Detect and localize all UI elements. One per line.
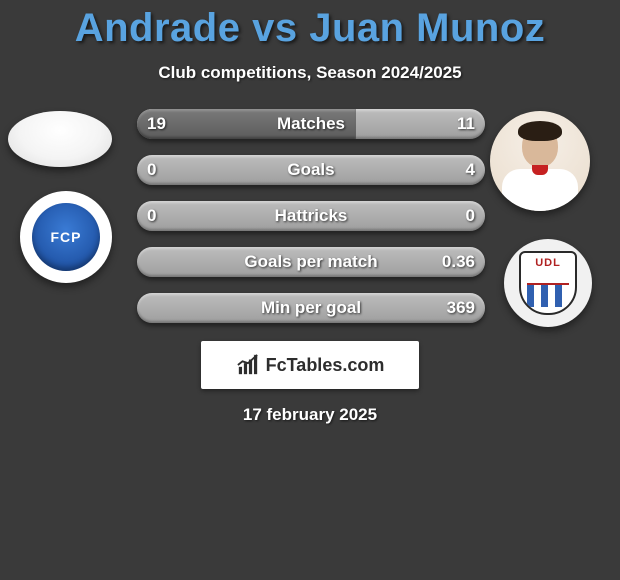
watermark-box: FcTables.com xyxy=(201,341,419,389)
player2-shirt xyxy=(502,169,578,211)
stat-label: Goals per match xyxy=(137,247,485,277)
comparison-title: Andrade vs Juan Munoz xyxy=(0,0,620,51)
player1-avatar xyxy=(8,111,112,167)
stat-label: Goals xyxy=(137,155,485,185)
club1-initials: FCP xyxy=(32,203,100,271)
watermark-text: FcTables.com xyxy=(266,355,385,376)
stat-label: Hattricks xyxy=(137,201,485,231)
stat-bar: Min per goal369 xyxy=(137,293,485,323)
stat-bar: Goals per match0.36 xyxy=(137,247,485,277)
title-player1: Andrade xyxy=(75,6,241,50)
player2-avatar xyxy=(490,111,590,211)
stat-label: Matches xyxy=(137,109,485,139)
stat-bar: 19Matches11 xyxy=(137,109,485,139)
player1-club-badge: FCP xyxy=(20,191,112,283)
title-vs: vs xyxy=(252,6,298,50)
stat-bars: 19Matches110Goals40Hattricks0Goals per m… xyxy=(137,109,485,339)
stat-label: Min per goal xyxy=(137,293,485,323)
stat-bar: 0Hattricks0 xyxy=(137,201,485,231)
subtitle: Club competitions, Season 2024/2025 xyxy=(0,63,620,83)
stat-value-right: 0.36 xyxy=(442,247,475,277)
player2-club-badge xyxy=(504,239,592,327)
stat-value-right: 11 xyxy=(457,109,475,139)
stat-value-right: 4 xyxy=(466,155,475,185)
title-player2: Juan Munoz xyxy=(309,6,545,50)
stat-value-right: 0 xyxy=(466,201,475,231)
date-text: 17 february 2025 xyxy=(0,405,620,425)
chart-up-icon xyxy=(236,354,260,376)
club2-crest xyxy=(519,251,577,315)
stat-value-right: 369 xyxy=(447,293,475,323)
stat-bar: 0Goals4 xyxy=(137,155,485,185)
